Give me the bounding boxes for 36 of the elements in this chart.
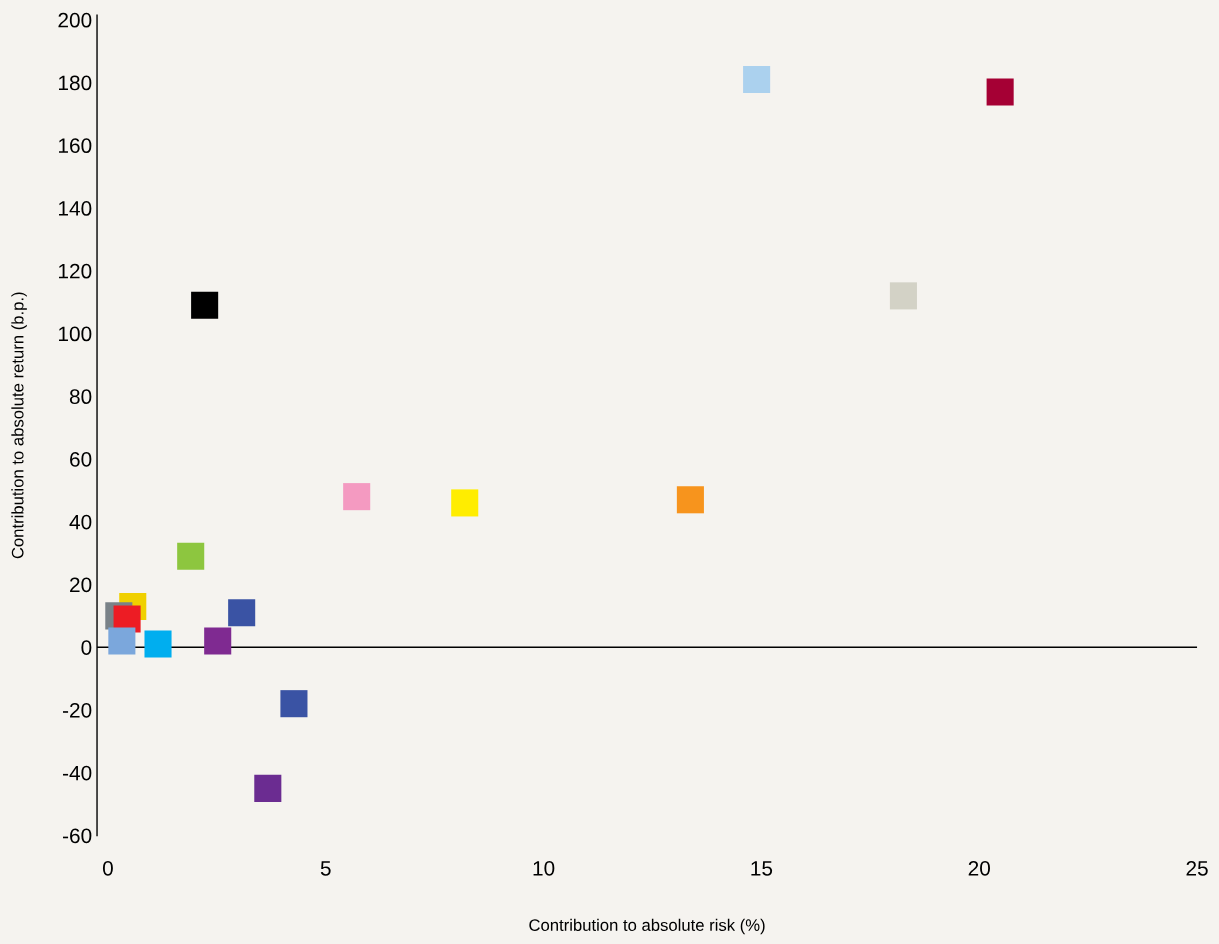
x-tick-label: 10 bbox=[533, 860, 555, 876]
y-tick-label: 140 bbox=[59, 201, 92, 216]
y-tick-label: -20 bbox=[62, 702, 92, 718]
point bbox=[177, 542, 205, 570]
point bbox=[451, 489, 479, 517]
point bbox=[228, 599, 256, 627]
y-tick-label: 120 bbox=[59, 263, 92, 279]
y-tick-label: 100 bbox=[59, 326, 92, 342]
point bbox=[743, 65, 771, 93]
x-tick-label: 0 bbox=[102, 860, 113, 876]
point bbox=[204, 627, 232, 655]
y-tick-label: 40 bbox=[69, 514, 92, 530]
x-tick-label: 5 bbox=[320, 861, 331, 876]
y-tick-label: -60 bbox=[62, 828, 92, 844]
y-tick-label: 180 bbox=[59, 75, 92, 91]
point bbox=[676, 486, 704, 514]
point bbox=[986, 78, 1014, 106]
y-tick-label: 0 bbox=[81, 640, 92, 655]
y-tick-label: 160 bbox=[59, 138, 92, 154]
x-tick-label: 20 bbox=[968, 860, 990, 876]
y-tick-label: 200 bbox=[58, 12, 92, 28]
point bbox=[280, 690, 308, 718]
point bbox=[254, 774, 282, 802]
x-tick-label: 25 bbox=[1186, 860, 1208, 876]
point bbox=[343, 483, 371, 511]
point bbox=[144, 630, 172, 658]
x-axis-title: Contribution to absolute risk (%) bbox=[529, 918, 765, 935]
y-tick-label: 20 bbox=[70, 577, 92, 593]
y-tick-label: 60 bbox=[70, 452, 92, 467]
y-tick-label: -40 bbox=[62, 765, 92, 781]
point bbox=[191, 291, 219, 319]
point bbox=[108, 627, 136, 655]
x-tick-label: 15 bbox=[751, 861, 773, 876]
point bbox=[889, 282, 917, 310]
y-tick-label: 80 bbox=[69, 389, 92, 405]
y-axis-title: Contribution to absolute return (b.p.) bbox=[11, 292, 27, 559]
